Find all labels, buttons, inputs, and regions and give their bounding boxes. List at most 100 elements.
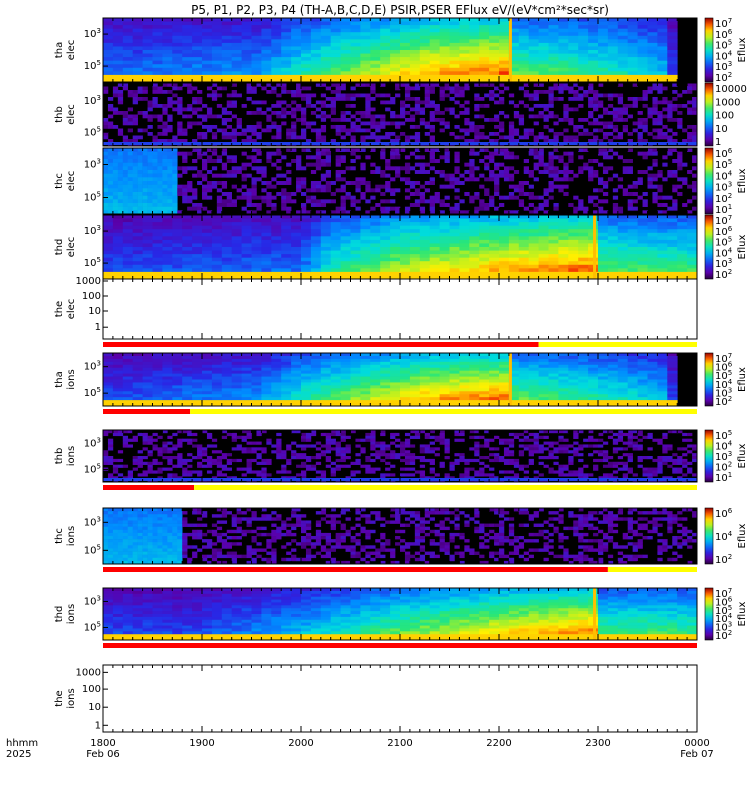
y-tick-label: 105 bbox=[84, 125, 101, 138]
minor-ticks bbox=[102, 588, 698, 640]
y-tick-label: 105 bbox=[84, 59, 101, 72]
panel-the-elec: 1000 100 10 1 the elec bbox=[54, 276, 698, 347]
y-tick-label: 105 bbox=[84, 620, 101, 633]
panel-ylabel-1: tha bbox=[54, 371, 65, 387]
y-tick-label: 103 bbox=[84, 27, 101, 40]
minor-ticks bbox=[102, 508, 698, 564]
panel-bg bbox=[103, 279, 697, 339]
colorbar bbox=[704, 82, 714, 147]
panel-ylabel-2: ions bbox=[66, 369, 77, 389]
spectrogram-cells bbox=[103, 215, 698, 280]
status-bar-0 bbox=[103, 567, 608, 572]
status-bar-1 bbox=[607, 567, 697, 572]
panel-ylabel-1: thd bbox=[54, 239, 65, 256]
y-tick-label: 10 bbox=[88, 702, 101, 713]
y-tick-label: 105 bbox=[84, 191, 101, 204]
x-tick-label: 2000 bbox=[288, 738, 313, 749]
x-tick-date: Feb 07 bbox=[680, 749, 714, 760]
status-bar-0 bbox=[103, 409, 191, 414]
y-tick-label: 103 bbox=[84, 158, 101, 171]
y-tick-label: 103 bbox=[84, 515, 101, 528]
panel-ylabel-2: elec bbox=[66, 299, 77, 320]
colorbar-tick-label: 100 bbox=[715, 111, 734, 122]
y-tick-label: 105 bbox=[84, 256, 101, 269]
data-gap-1 bbox=[679, 353, 697, 406]
y-tick-label: 103 bbox=[84, 94, 101, 107]
y-tick-label: 105 bbox=[84, 462, 101, 475]
x-tick-label: 1800 bbox=[90, 738, 115, 749]
status-bar-0 bbox=[103, 342, 539, 347]
minor-ticks bbox=[102, 279, 698, 339]
panel-ylabel-2: elec bbox=[66, 104, 77, 125]
boundary-0 bbox=[508, 353, 512, 406]
colorbar-label: Eflux bbox=[737, 443, 748, 468]
y-tick-label: 103 bbox=[84, 436, 101, 449]
data-gap-2 bbox=[679, 18, 697, 82]
spectrogram-cells bbox=[103, 588, 698, 641]
colorbar bbox=[704, 214, 714, 280]
y-tick-label: 1 bbox=[95, 720, 101, 731]
x-tick-label: 2300 bbox=[585, 738, 610, 749]
colorbar-tick-label: 102 bbox=[715, 268, 732, 281]
status-bar-0 bbox=[103, 643, 697, 648]
spectrogram-cells bbox=[103, 508, 698, 565]
x-tick-label: 2100 bbox=[387, 738, 412, 749]
y-tick-label: 100 bbox=[82, 684, 101, 695]
chart-title: P5, P1, P2, P3, P4 (TH-A,B,C,D,E) PSIR,P… bbox=[191, 3, 609, 17]
y-tick-label: 103 bbox=[84, 360, 101, 373]
time-axis-label-2: 2025 bbox=[6, 749, 31, 760]
minor-ticks bbox=[102, 665, 698, 732]
x-tick-label: 1900 bbox=[189, 738, 214, 749]
colorbar-tick-label: 1000 bbox=[715, 97, 740, 108]
panel-the-ions: 1000 100 10 1 the ions bbox=[54, 664, 698, 733]
panel-ylabel-1: the bbox=[54, 301, 65, 317]
colorbar-label: Eflux bbox=[737, 523, 748, 548]
panel-ylabel-2: elec bbox=[66, 237, 77, 258]
colorbar-label: Eflux bbox=[737, 601, 748, 626]
y-tick-label: 1000 bbox=[76, 276, 101, 287]
panel-ylabel-1: the bbox=[54, 690, 65, 706]
colorbar-label: Eflux bbox=[737, 367, 748, 392]
panel-ylabel-2: elec bbox=[66, 40, 77, 61]
y-tick-label: 1 bbox=[95, 322, 101, 333]
colorbar bbox=[704, 352, 714, 407]
panel-ylabel-2: elec bbox=[66, 171, 77, 192]
panel-thc-ions: 103 105 thc ions 106 104 102 Eflux bbox=[54, 507, 748, 572]
colorbar-label: Eflux bbox=[737, 168, 748, 193]
boundary-1 bbox=[508, 18, 512, 82]
x-tick-date: Feb 06 bbox=[86, 749, 120, 760]
panel-ylabel-2: ions bbox=[66, 604, 77, 624]
colorbar bbox=[704, 429, 714, 483]
status-bar-1 bbox=[194, 485, 697, 490]
spectrogram-cells bbox=[103, 148, 698, 215]
y-tick-label: 105 bbox=[84, 543, 101, 556]
minor-ticks bbox=[102, 353, 698, 406]
panel-ylabel-1: tha bbox=[54, 42, 65, 58]
colorbar-tick-label: 104 bbox=[715, 530, 733, 543]
status-bar-1 bbox=[190, 409, 697, 414]
panel-bg bbox=[103, 665, 697, 732]
colorbar-tick-label: 102 bbox=[715, 71, 732, 84]
colorbar-label: Eflux bbox=[737, 234, 748, 259]
colorbar-tick-label: 102 bbox=[715, 553, 732, 566]
panel-ylabel-2: ions bbox=[66, 688, 77, 708]
colorbar bbox=[704, 507, 714, 565]
y-tick-label: 10 bbox=[88, 306, 101, 317]
spectrogram-cells bbox=[103, 83, 698, 147]
colorbar-tick-label: 1 bbox=[715, 137, 721, 148]
panel-ylabel-1: thc bbox=[54, 528, 65, 544]
y-tick-label: 103 bbox=[84, 224, 101, 237]
colorbar bbox=[704, 587, 714, 641]
colorbar-label: Eflux bbox=[737, 37, 748, 62]
colorbar bbox=[704, 147, 714, 215]
colorbar-tick-label: 101 bbox=[715, 471, 732, 484]
panel-ylabel-2: ions bbox=[66, 526, 77, 546]
